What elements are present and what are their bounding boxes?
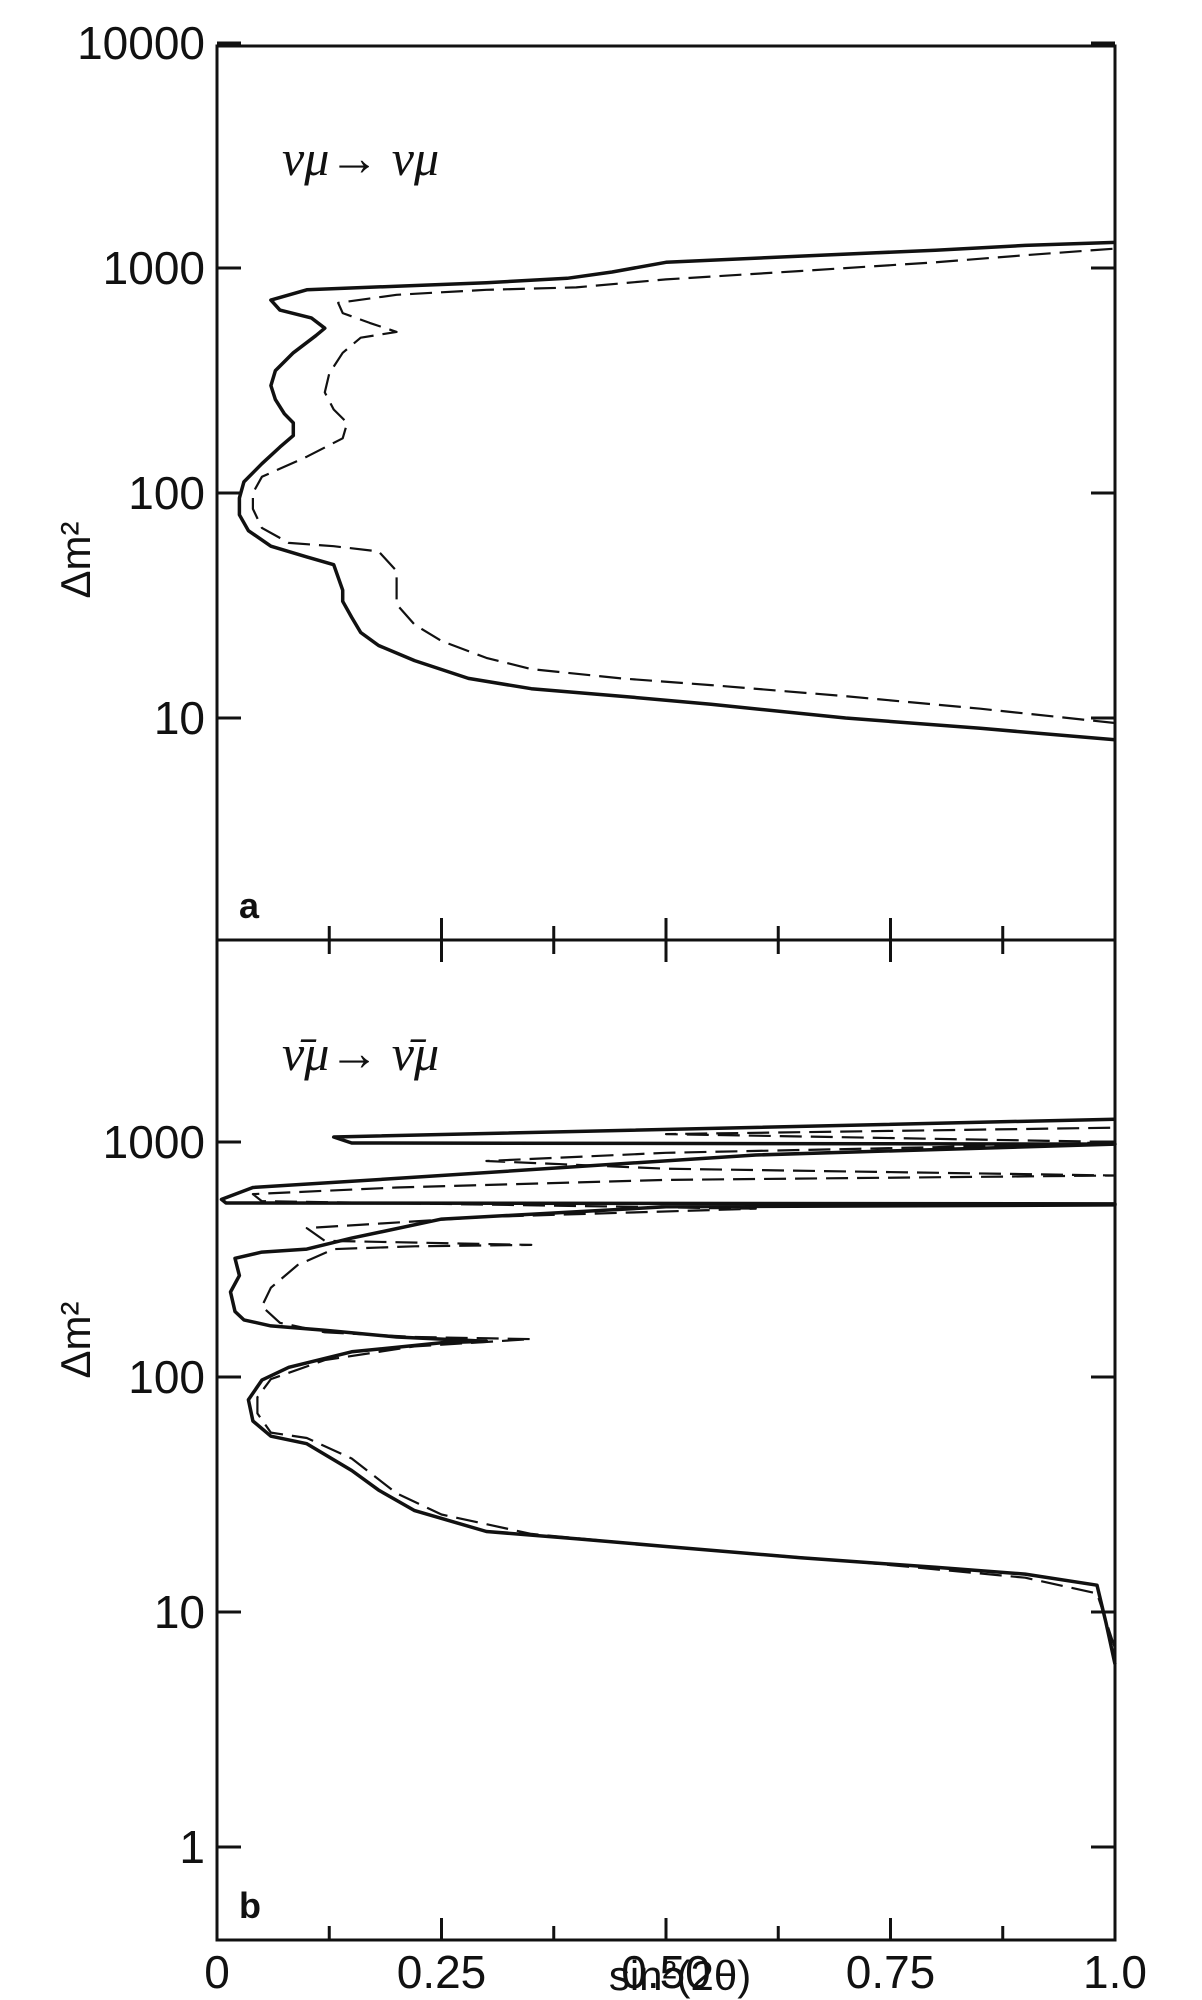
panel-b-annotation: ν̄μ→ ν̄μ — [282, 1025, 439, 1081]
panel-a-label: a — [239, 885, 260, 926]
x-tick-label: 1.0 — [1083, 1946, 1147, 1998]
panel-b-frame — [215, 938, 1117, 1942]
y-tick-label: 10 — [154, 692, 205, 744]
panel-b-y-axis-title: Δm² — [52, 1301, 99, 1378]
x-tick-label: 0 — [204, 1946, 230, 1998]
y-tick-label: 1000 — [103, 1116, 205, 1168]
panel-b-solid-contour — [219, 1117, 1117, 1665]
panel-b-ticks: 1 10 100 1000 0 0.25 0.50 0.75 1.0 — [103, 940, 1147, 1998]
panel-a-curves — [237, 240, 1116, 742]
y-tick-label: 1000 — [103, 242, 205, 294]
panel-a-solid-contour — [237, 240, 1116, 742]
x-axis-title: sin²(2θ) — [609, 1952, 751, 1999]
panel-b: 1 10 100 1000 0 0.25 0.50 0.75 1.0 ν̄μ→ ν̄μ b Δm… — [52, 938, 1147, 1999]
y-tick-label: 10000 — [77, 17, 205, 69]
y-tick-label: 100 — [128, 467, 205, 519]
panel-a-y-axis-title: Δm² — [52, 521, 99, 598]
x-tick-label: 0.75 — [846, 1946, 936, 1998]
panel-a-dashed-contour — [251, 247, 1116, 725]
y-tick-label: 100 — [128, 1351, 205, 1403]
panel-a-annotation: νμ→ νμ — [282, 130, 439, 186]
panel-a-ticks: 10 100 1000 10000 — [77, 17, 1117, 940]
panel-b-curves — [219, 1117, 1117, 1665]
x-tick-label: 0.25 — [397, 1946, 487, 1998]
x-tick-label: 0.50 — [621, 1946, 711, 1998]
y-tick-label: 1 — [179, 1821, 205, 1873]
y-tick-label: 10 — [154, 1586, 205, 1638]
panel-b-label: b — [239, 1885, 261, 1926]
panel-a: 10 100 1000 10000 νμ→ νμ a Δm² — [52, 17, 1117, 942]
panel-b-dashed-contour — [251, 1126, 1117, 1649]
